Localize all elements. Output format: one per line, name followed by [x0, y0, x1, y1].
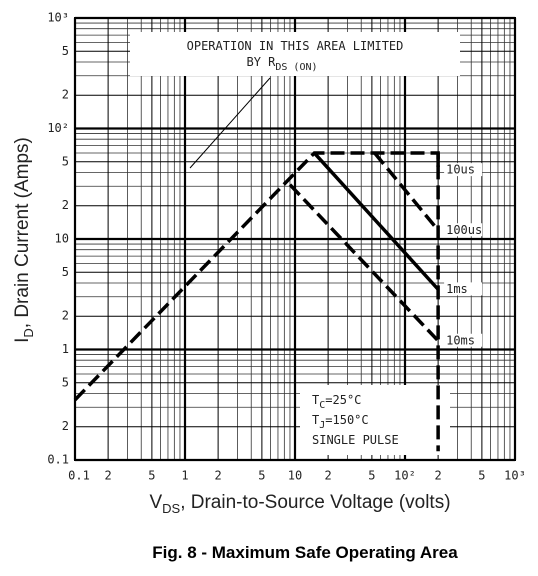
- annotation-arrow: [189, 77, 271, 169]
- y-tick-label: 0.1: [47, 453, 69, 467]
- series-label: 10ms: [446, 333, 475, 347]
- annotation-main: BY R: [246, 55, 276, 69]
- annotation-line: BY RDS (ON): [246, 55, 317, 73]
- x-tick-label: 5: [478, 469, 485, 483]
- condition-main: T: [312, 393, 319, 407]
- x-tick-label: 2: [434, 469, 441, 483]
- x-tick-label: 1: [181, 469, 188, 483]
- condition-sub: C: [319, 400, 325, 411]
- x-tick-label: 0.1: [68, 469, 90, 483]
- condition: TJ=150°C: [312, 413, 369, 431]
- condition-rest: =25°C: [325, 393, 361, 407]
- y-tick-label: 2: [62, 88, 69, 102]
- x-label-rest: , Drain-to-Source Voltage (volts): [180, 492, 450, 513]
- y-tick-label: 10²: [47, 121, 69, 135]
- conditions-box: [300, 385, 450, 455]
- x-label-sub: DS: [162, 501, 180, 516]
- x-tick-label: 5: [148, 469, 155, 483]
- annotation-box: [130, 32, 460, 76]
- series-label-bg: [444, 333, 483, 347]
- y-label-main: I: [12, 338, 33, 343]
- x-label-main: V: [149, 492, 162, 513]
- y-label-rest: , Drain Current (Amps): [12, 137, 33, 328]
- x-axis-label: VDS, Drain-to-Source Voltage (volts): [149, 492, 450, 516]
- series-label: 100us: [446, 223, 482, 237]
- x-tick-label: 10³: [504, 469, 526, 483]
- chart-title: Fig. 8 - Maximum Safe Operating Area: [152, 543, 458, 562]
- condition-main: T: [312, 413, 319, 427]
- series-label-bg: [444, 223, 483, 237]
- annotation-line: OPERATION IN THIS AREA LIMITED: [187, 39, 404, 53]
- y-tick-label: 2: [62, 198, 69, 212]
- soa-line: [313, 151, 440, 291]
- y-tick-label: 5: [62, 265, 69, 279]
- y-tick-label: 2: [62, 419, 69, 433]
- condition: TC=25°C: [312, 393, 361, 411]
- annotation-sub: DS (ON): [275, 62, 317, 73]
- x-tick-label: 2: [104, 469, 111, 483]
- y-tick-label: 5: [62, 375, 69, 389]
- x-tick-label: 2: [324, 469, 331, 483]
- series-label: 10us: [446, 163, 475, 177]
- x-tick-label: 10: [288, 469, 302, 483]
- y-tick-label: 2: [62, 309, 69, 323]
- y-axis-label: ID, Drain Current (Amps): [12, 137, 36, 343]
- soa-line: [373, 151, 440, 232]
- y-tick-label: 10: [55, 232, 69, 246]
- x-tick-label: 10²: [394, 469, 416, 483]
- x-tick-label: 5: [368, 469, 375, 483]
- series-label: 1ms: [446, 282, 468, 296]
- series-label-bg: [444, 163, 483, 177]
- x-tick-label: 2: [214, 469, 221, 483]
- y-tick-label: 5: [62, 44, 69, 58]
- condition: SINGLE PULSE: [312, 433, 399, 447]
- y-tick-label: 5: [62, 154, 69, 168]
- soa-line: [288, 183, 440, 342]
- condition-rest: =150°C: [325, 413, 368, 427]
- y-tick-label: 1: [62, 342, 69, 356]
- x-tick-label: 5: [258, 469, 265, 483]
- y-label-sub: D: [21, 328, 36, 337]
- y-tick-label: 10³: [47, 11, 69, 25]
- condition-main: SINGLE PULSE: [312, 433, 399, 447]
- condition-sub: J: [319, 420, 325, 431]
- series-label-bg: [444, 282, 483, 296]
